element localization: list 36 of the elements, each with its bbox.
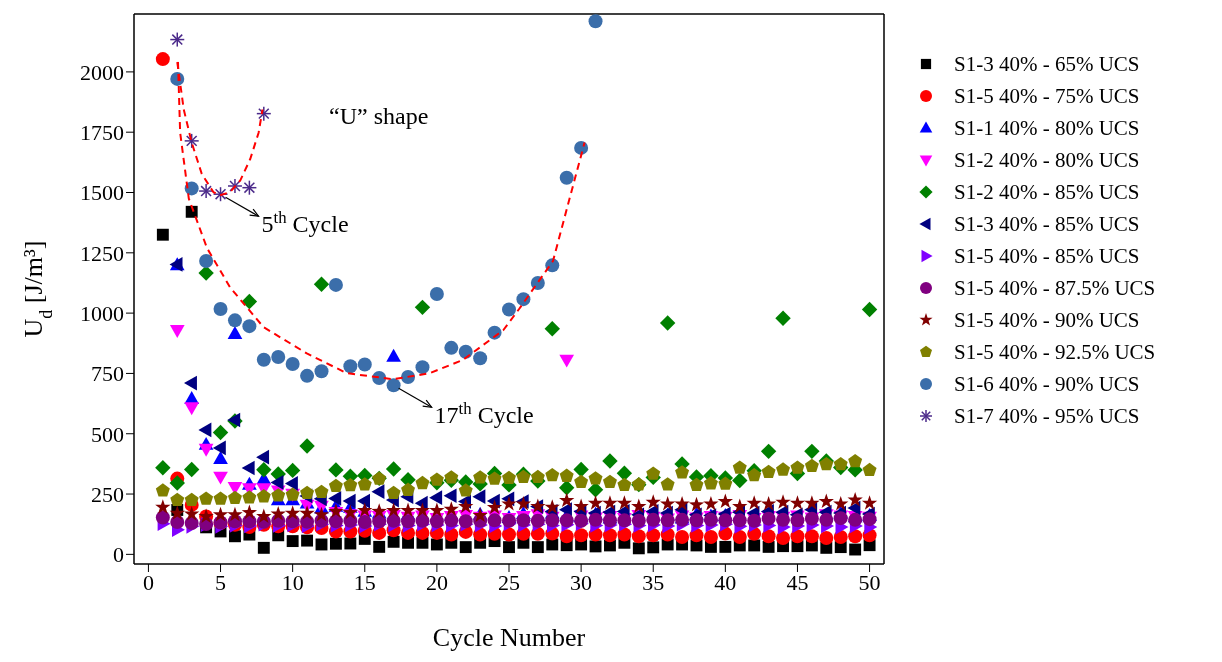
annotation: 5$^{th}$ Cycle (261, 207, 349, 238)
y-tick-label: 500 (91, 421, 124, 447)
x-tick-label: 35 (642, 569, 665, 595)
x-tick-label: 5 (215, 569, 227, 595)
legend-label: S1-5 40% - 85% UCS (954, 243, 1140, 270)
y-tick-label: 1500 (80, 180, 124, 206)
x-tick-label: 10 (281, 569, 304, 595)
x-tick-label: 15 (353, 569, 376, 595)
legend-label: S1-5 40% - 90% UCS (954, 307, 1140, 334)
y-tick-label: 1750 (80, 120, 124, 146)
y-tick-label: 250 (91, 481, 124, 507)
legend-label: S1-7 40% - 95% UCS (954, 403, 1140, 430)
x-axis-title: Cycle Number (432, 623, 586, 652)
x-tick-label: 20 (425, 569, 448, 595)
y-tick-label: 0 (113, 542, 124, 568)
x-tick-label: 30 (570, 569, 593, 595)
x-tick-label: 40 (714, 569, 737, 595)
x-tick-label: 45 (786, 569, 809, 595)
legend-label: S1-1 40% - 80% UCS (954, 115, 1140, 142)
legend-label: S1-5 40% - 75% UCS (954, 83, 1140, 110)
annotation: “U” shape (329, 103, 429, 129)
annotation: 17$^{th}$ Cycle (434, 398, 534, 429)
x-tick-label: 0 (142, 569, 154, 595)
y-tick-label: 2000 (80, 59, 124, 85)
legend-label: S1-5 40% - 87.5% UCS (954, 275, 1156, 302)
legend-label: S1-2 40% - 85% UCS (954, 179, 1140, 206)
y-tick-label: 1250 (80, 240, 124, 266)
legend-label: S1-3 40% - 65% UCS (954, 51, 1140, 78)
x-tick-label: 25 (498, 569, 520, 595)
x-tick-label: 50 (858, 569, 881, 595)
legend-label: S1-5 40% - 92.5% UCS (954, 339, 1156, 366)
legend-label: S1-6 40% - 90% UCS (954, 371, 1140, 398)
y-tick-label: 750 (91, 361, 124, 387)
legend-label: S1-3 40% - 85% UCS (954, 211, 1140, 238)
legend-label: S1-2 40% - 80% UCS (954, 147, 1140, 174)
y-tick-label: 1000 (80, 300, 124, 326)
